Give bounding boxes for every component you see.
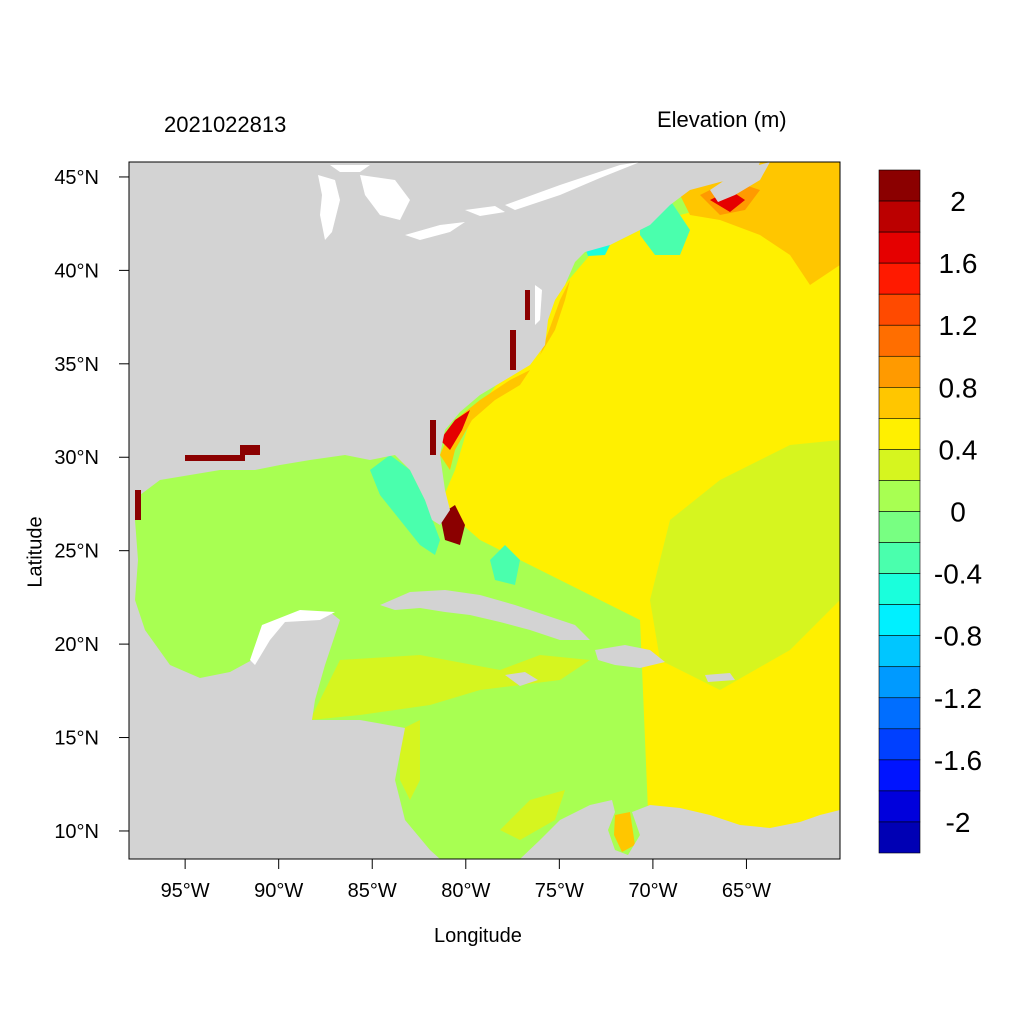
y-axis-ticks: 45°N 40°N 35°N 30°N 25°N 20°N 15°N 10°N bbox=[54, 167, 129, 843]
colorbar-bin bbox=[878, 449, 921, 481]
lake-michigan bbox=[318, 175, 340, 240]
field-region-bahamas-banks bbox=[490, 545, 520, 585]
colorbar-tick-label: 0.8 bbox=[939, 372, 978, 403]
colorbar-bin bbox=[878, 231, 921, 264]
field-region-caribbean-west bbox=[310, 655, 590, 720]
field-region-colombia-basin bbox=[500, 790, 565, 840]
colorbar-tick-label: 2 bbox=[950, 186, 966, 217]
x-axis-ticks: 95°W 90°W 85°W 80°W 75°W 70°W 65°W bbox=[161, 859, 771, 902]
colorbar-bin bbox=[878, 821, 921, 854]
land-cuba bbox=[380, 590, 590, 640]
colorbar-bin bbox=[878, 387, 921, 419]
field-region-georgia-coast bbox=[440, 410, 470, 450]
date-label: 2021022813 bbox=[164, 112, 287, 137]
colorbar-tick-label: 0 bbox=[950, 497, 966, 528]
colorbar-bin bbox=[878, 262, 921, 295]
colorbar-tick-label: -1.6 bbox=[934, 745, 982, 776]
colorbar-tick-label: -2 bbox=[946, 807, 971, 838]
lake-erie bbox=[405, 222, 465, 240]
y-tick-label: 30°N bbox=[54, 447, 99, 469]
colorbar-bin bbox=[878, 169, 921, 202]
x-tick-label: 80°W bbox=[441, 880, 490, 902]
land-south-america bbox=[520, 800, 840, 859]
x-axis-title: Longitude bbox=[434, 925, 522, 947]
colorbar: 2 1.6 1.2 0.8 0.4 0 -0.4 -0.8 -1.2 -1.6 -2 bbox=[878, 169, 982, 854]
field-region-nicaragua-shelf bbox=[400, 720, 420, 800]
colorbar-bin bbox=[878, 728, 921, 761]
colorbar-bin bbox=[878, 635, 921, 668]
colorbar-bin bbox=[878, 604, 921, 636]
lake-ontario bbox=[465, 206, 505, 216]
y-tick-label: 20°N bbox=[54, 634, 99, 656]
yucatan-coast bbox=[250, 610, 335, 665]
land-masses bbox=[129, 162, 840, 859]
land-hispaniola bbox=[595, 645, 665, 668]
colorbar-tick-label: 1.2 bbox=[939, 310, 978, 341]
y-tick-label: 15°N bbox=[54, 728, 99, 750]
colorbar-bin bbox=[878, 418, 921, 450]
x-tick-label: 85°W bbox=[348, 880, 397, 902]
plot-frame bbox=[128, 161, 841, 860]
lake-superior bbox=[330, 165, 370, 172]
colorbar-bin bbox=[878, 542, 921, 574]
colorbar-bin bbox=[878, 790, 921, 823]
y-tick-label: 40°N bbox=[54, 260, 99, 282]
x-tick-label: 95°W bbox=[161, 880, 210, 902]
colorbar-tick-label: -0.8 bbox=[934, 621, 982, 652]
colorbar-tick-label: -1.2 bbox=[934, 683, 982, 714]
colorbar-bin bbox=[878, 666, 921, 699]
colorbar-tick-label: 0.4 bbox=[939, 434, 978, 465]
field-region-midatlantic-shelf bbox=[540, 280, 570, 355]
y-axis-title: Latitude bbox=[24, 516, 47, 588]
y-tick-label: 10°N bbox=[54, 821, 99, 843]
coastal-surge-speckle bbox=[135, 290, 530, 520]
x-tick-label: 90°W bbox=[254, 880, 303, 902]
inland-water bbox=[250, 162, 640, 665]
colorbar-bin bbox=[878, 480, 921, 512]
field-region-bay-of-fundy bbox=[710, 190, 745, 212]
colorbar-bin bbox=[878, 324, 921, 357]
field-region-atlantic-east bbox=[650, 440, 840, 690]
colorbar-bin bbox=[878, 355, 921, 388]
st-lawrence bbox=[505, 162, 640, 210]
land-nova-scotia bbox=[710, 162, 770, 202]
lake-huron bbox=[360, 175, 410, 220]
land-north-america bbox=[129, 162, 760, 859]
colorbar-bin bbox=[878, 697, 921, 730]
x-tick-label: 65°W bbox=[722, 880, 771, 902]
colorbar-tick-label: -0.4 bbox=[934, 559, 982, 590]
y-tick-label: 35°N bbox=[54, 354, 99, 376]
chesapeake-bay bbox=[535, 285, 542, 325]
x-tick-label: 70°W bbox=[628, 880, 677, 902]
field-region-west-florida-shelf bbox=[370, 455, 440, 555]
colorbar-tick-label: 1.6 bbox=[939, 248, 978, 279]
colorbar-bin bbox=[878, 573, 921, 605]
land-jamaica bbox=[505, 672, 538, 686]
map-plot-area bbox=[129, 162, 840, 859]
colorbar-bin bbox=[878, 293, 921, 326]
colorbar-bin bbox=[878, 200, 921, 233]
colorbar-bin bbox=[878, 759, 921, 792]
variable-label: Elevation (m) bbox=[657, 107, 787, 132]
y-tick-label: 45°N bbox=[54, 167, 99, 189]
colorbar-bin bbox=[878, 511, 921, 543]
y-tick-label: 25°N bbox=[54, 541, 99, 563]
field-region-maracaibo bbox=[614, 812, 635, 852]
land-puerto-rico bbox=[705, 673, 735, 682]
x-tick-label: 75°W bbox=[535, 880, 584, 902]
